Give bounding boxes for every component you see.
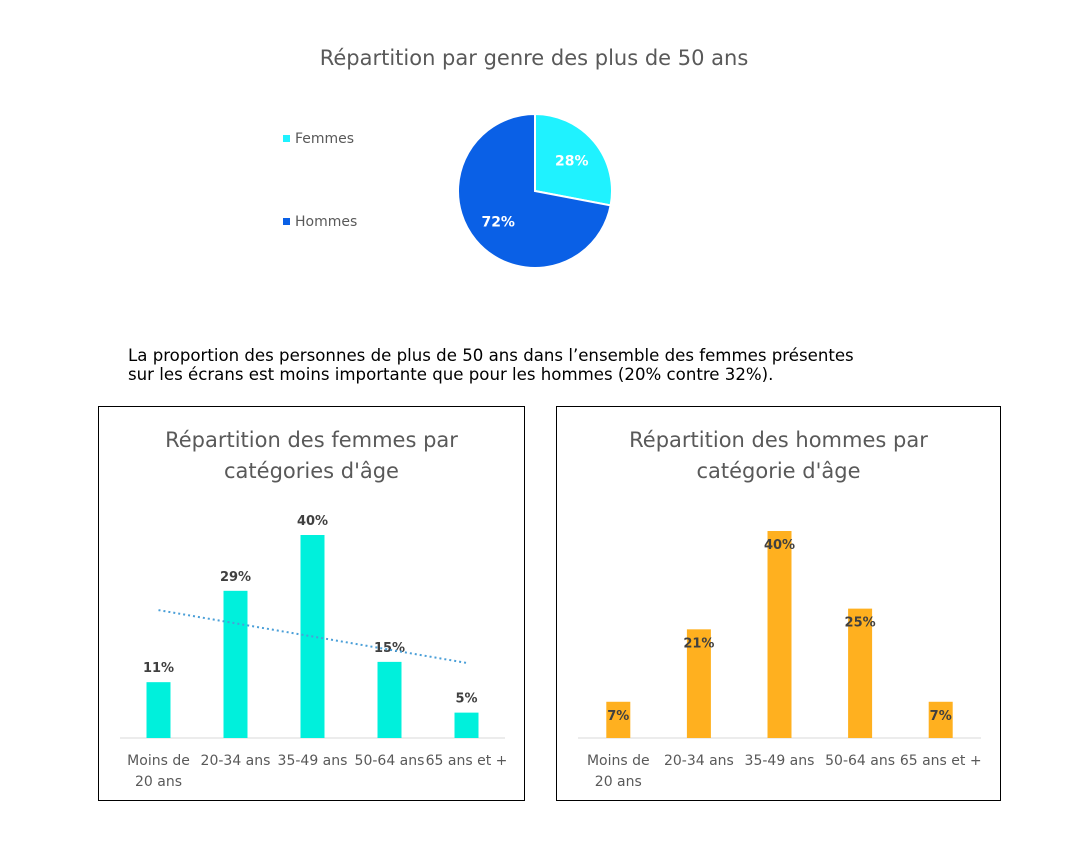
data-label-4: 7% bbox=[930, 709, 952, 724]
legend-swatch-femmes bbox=[283, 135, 290, 142]
tick-label-1-0: 20-34 ans bbox=[664, 753, 734, 769]
data-label-0: 7% bbox=[607, 709, 629, 724]
pie-label-femmes: 28% bbox=[555, 154, 589, 170]
men-bar-plot: 7% Moins de 20 ans 21% 20-34 ans 40% 35-49 ans… bbox=[557, 407, 1002, 802]
pie-label-hommes: 72% bbox=[481, 214, 515, 230]
data-label-3: 15% bbox=[374, 641, 405, 656]
tick-label-3-0: 50-64 ans bbox=[355, 753, 425, 769]
tick-label-3-0: 50-64 ans bbox=[825, 753, 895, 769]
tick-label-2-0: 35-49 ans bbox=[278, 753, 348, 769]
tick-label-0-1: 20 ans bbox=[135, 774, 182, 790]
bar-3 bbox=[378, 662, 402, 738]
data-label-1: 29% bbox=[220, 570, 251, 585]
data-label-2: 40% bbox=[764, 538, 795, 553]
tick-label-1-0: 20-34 ans bbox=[201, 753, 271, 769]
tick-label-2-0: 35-49 ans bbox=[745, 753, 815, 769]
tick-label-0-0: Moins de bbox=[587, 753, 650, 769]
bar-2 bbox=[768, 531, 792, 738]
bar-0 bbox=[147, 682, 171, 738]
pie-chart: 28% 72% bbox=[440, 105, 640, 280]
data-label-1: 21% bbox=[683, 636, 714, 651]
data-label-4: 5% bbox=[455, 692, 477, 707]
bar-4 bbox=[455, 713, 479, 738]
tick-label-4-0: 65 ans et + bbox=[426, 753, 508, 769]
bar-1 bbox=[224, 591, 248, 738]
legend-item-femmes: Femmes bbox=[283, 131, 354, 147]
data-label-0: 11% bbox=[143, 661, 174, 676]
summary-line-1: La proportion des personnes de plus de 5… bbox=[128, 346, 968, 365]
pie-chart-title: Répartition par genre des plus de 50 ans bbox=[0, 46, 1068, 70]
tick-label-0-1: 20 ans bbox=[595, 774, 642, 790]
legend-label-hommes: Hommes bbox=[295, 214, 357, 230]
tick-label-4-0: 65 ans et + bbox=[900, 753, 982, 769]
tick-label-0-0: Moins de bbox=[127, 753, 190, 769]
legend-label-femmes: Femmes bbox=[295, 131, 354, 147]
women-age-chart: Répartition des femmes par catégories d'… bbox=[98, 406, 525, 801]
legend-item-hommes: Hommes bbox=[283, 214, 357, 230]
summary-line-2: sur les écrans est moins importante que … bbox=[128, 365, 968, 384]
data-label-2: 40% bbox=[297, 514, 328, 529]
men-age-chart: Répartition des hommes par catégorie d'â… bbox=[556, 406, 1001, 801]
women-bar-plot: 11% Moins de 20 ans 29% 20-34 ans 40% 35-49 an… bbox=[99, 407, 526, 802]
legend-swatch-hommes bbox=[283, 218, 290, 225]
data-label-3: 25% bbox=[845, 616, 876, 631]
summary-paragraph: La proportion des personnes de plus de 5… bbox=[128, 346, 968, 384]
